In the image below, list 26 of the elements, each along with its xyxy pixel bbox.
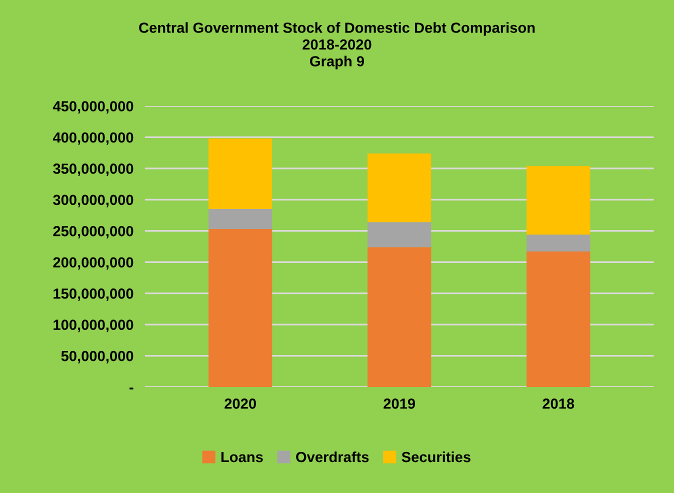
bar [208, 229, 272, 388]
bar [208, 138, 272, 210]
bar [526, 234, 590, 252]
y-tick-label: 400,000,000 [52, 132, 134, 145]
bar [368, 247, 432, 388]
y-tick-label: 100,000,000 [54, 320, 134, 332]
x-tick-label: 2020 [224, 398, 256, 409]
x-tick-label: 2019 [384, 398, 416, 409]
y-tick-label: 250,000,000 [53, 226, 134, 238]
y-tick-label: 200,000,000 [53, 257, 134, 270]
bar [526, 251, 590, 388]
legend-label: Securities [402, 451, 470, 462]
bar [368, 153, 432, 222]
y-tick-label: - [130, 388, 134, 390]
y-tick-label: 450,000,000 [52, 101, 134, 114]
bar [368, 222, 432, 248]
legend-label: Loans [221, 452, 263, 462]
y-tick-label: 350,000,000 [53, 164, 134, 176]
x-tick-label: 2018 [542, 398, 574, 409]
chart-title: Central Government Stock of Domestic Debt Comparison 2018-2020 Graph 9 [139, 22, 535, 70]
bar [526, 166, 590, 235]
y-tick-label: 50,000,000 [61, 350, 134, 364]
bar [208, 209, 272, 230]
y-tick-label: 300,000,000 [53, 194, 134, 208]
legend-label: Overdrafts [296, 451, 369, 462]
y-tick-label: 150,000,000 [54, 288, 134, 301]
